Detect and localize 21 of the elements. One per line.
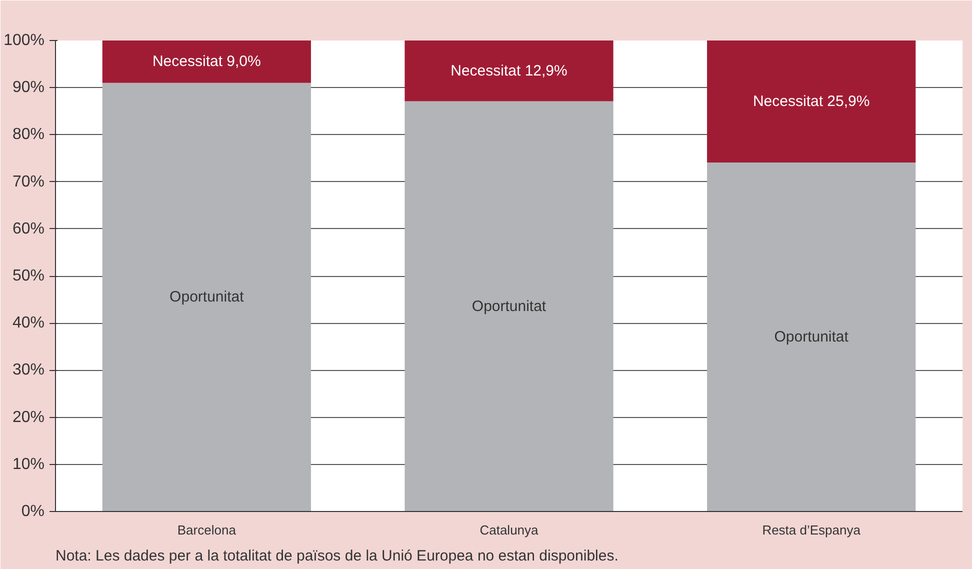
series-label: Oportunitat	[472, 298, 547, 315]
text: Necessitat 9,0%	[152, 53, 261, 70]
y-tick-label: 50%	[12, 268, 45, 284]
text: Necessitat 25,9%	[752, 92, 870, 110]
y-tick-label: 20%	[12, 408, 45, 426]
y-tick-label: 100%	[4, 32, 44, 49]
y-tick-label: 90%	[12, 79, 45, 96]
y-tick-label: 60%	[12, 220, 45, 238]
y-tick-label: 40%	[12, 314, 45, 332]
x-tick-label: Barcelona	[177, 522, 237, 538]
text: Nota: Les dades per a la totalitat de països de la Unió Europea no estan disponibles.	[56, 548, 618, 564]
text: Oportunitat	[170, 288, 244, 306]
y-tick-label: 30%	[12, 362, 45, 379]
y-tick-label: 10%	[12, 456, 45, 473]
text: Oportunitat	[774, 328, 848, 346]
x-tick-label: Resta d’Espanya	[762, 522, 862, 538]
x-tick-label: Catalunya	[480, 522, 540, 538]
y-tick-label: 80%	[12, 126, 45, 144]
text: Necessitat 12,9%	[450, 62, 568, 80]
y-tick-label: 70%	[12, 173, 45, 190]
y-tick-label: 0%	[21, 503, 44, 520]
